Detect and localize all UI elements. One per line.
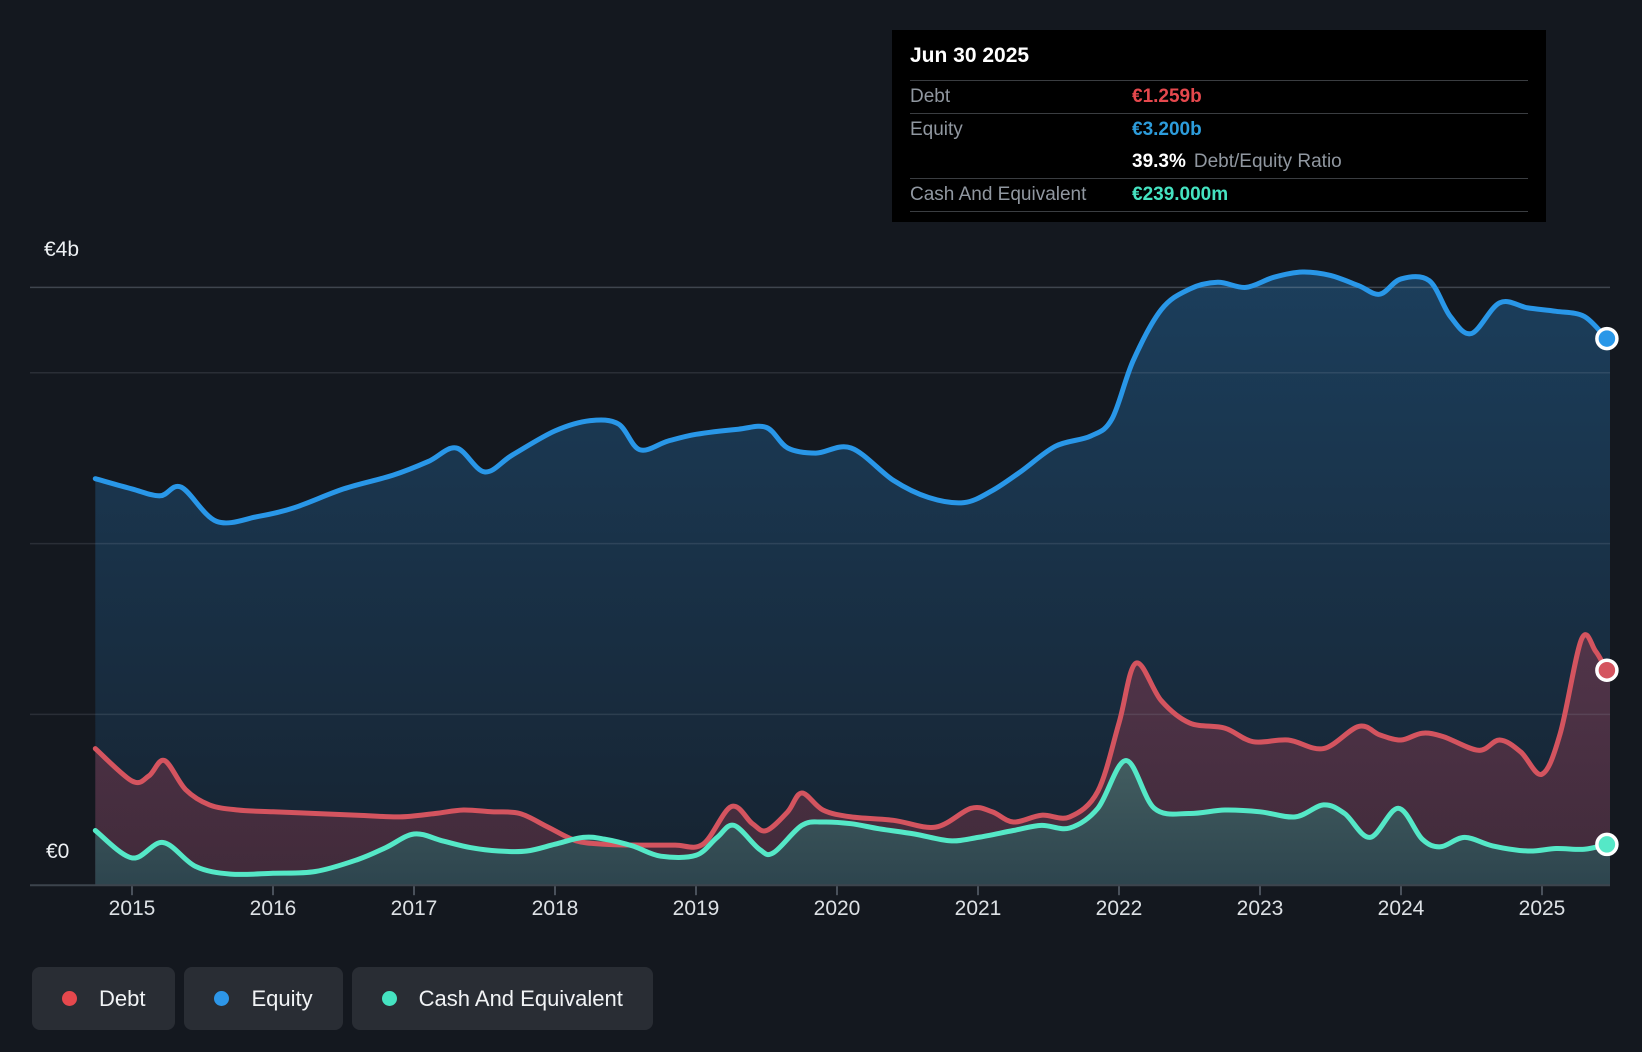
- equity-latest-point-marker[interactable]: [1595, 326, 1619, 351]
- series-area-fills: [95, 271, 1610, 886]
- x-axis-year-label: 2018: [531, 897, 579, 920]
- chart-tooltip: Jun 30 2025 Debt €1.259b Equity €3.200b …: [892, 30, 1546, 222]
- equity-line: [92, 269, 1613, 526]
- x-axis-year-label: 2019: [672, 897, 720, 920]
- tooltip-row-debt: Debt €1.259b: [910, 80, 1528, 113]
- legend-item-cash-and-equivalent[interactable]: Cash And Equivalent: [351, 967, 653, 1030]
- x-axis-year-label: 2025: [1518, 897, 1566, 920]
- legend-label: Cash And Equivalent: [418, 985, 623, 1011]
- chart-legend: Debt Equity Cash And Equivalent: [32, 967, 653, 1030]
- series-lines: [92, 269, 1613, 877]
- tooltip-cash-label: Cash And Equivalent: [910, 184, 1087, 205]
- legend-color-dot: [62, 991, 77, 1006]
- tooltip-row-ratio: 39.3% Debt/Equity Ratio: [910, 146, 1528, 178]
- x-axis-year-label: 2023: [1236, 897, 1284, 920]
- x-axis-year-label: 2024: [1377, 897, 1425, 920]
- gridlines: [30, 286, 1610, 716]
- y-axis-zero-label: €0: [46, 840, 70, 863]
- debt-line: [92, 632, 1613, 850]
- debt-latest-point-marker[interactable]: [1595, 658, 1619, 682]
- cash-line: [92, 757, 1613, 877]
- legend-item-equity[interactable]: Equity: [184, 967, 343, 1030]
- tooltip-row-cash: Cash And Equivalent €239.000m: [910, 178, 1528, 212]
- legend-label: Equity: [251, 985, 313, 1011]
- tooltip-cash-value: €239.000m: [1132, 184, 1229, 205]
- cash-latest-point-marker[interactable]: [1595, 832, 1619, 857]
- x-axis-year-label: 2016: [249, 897, 297, 920]
- tooltip-debt-label: Debt: [910, 86, 951, 107]
- tooltip-equity-value: €3.200b: [1132, 119, 1202, 140]
- legend-item-debt[interactable]: Debt: [32, 967, 176, 1030]
- x-axis-year-label: 2015: [108, 897, 156, 920]
- y-axis-max-label: €4b: [44, 238, 80, 261]
- tooltip-equity-label: Equity: [910, 119, 963, 140]
- x-axis: [30, 884, 1610, 896]
- series-end-markers[interactable]: [1595, 326, 1619, 857]
- x-axis-year-label: 2021: [954, 897, 1002, 920]
- cash-area: [95, 760, 1610, 886]
- x-axis-year-label: 2022: [1095, 897, 1143, 920]
- x-axis-year-label: 2017: [390, 897, 438, 920]
- legend-color-dot: [381, 991, 397, 1006]
- legend-color-dot: [214, 991, 230, 1006]
- tooltip-debt-value: €1.259b: [1132, 86, 1202, 107]
- tooltip-ratio-label: Debt/Equity Ratio: [1193, 151, 1342, 172]
- legend-label: Debt: [99, 985, 146, 1011]
- tooltip-ratio-value: 39.3%: [1132, 151, 1186, 172]
- x-axis-year-label: 2020: [813, 897, 861, 920]
- tooltip-date: Jun 30 2025: [910, 44, 1030, 67]
- tooltip-row-equity: Equity €3.200b: [910, 113, 1528, 146]
